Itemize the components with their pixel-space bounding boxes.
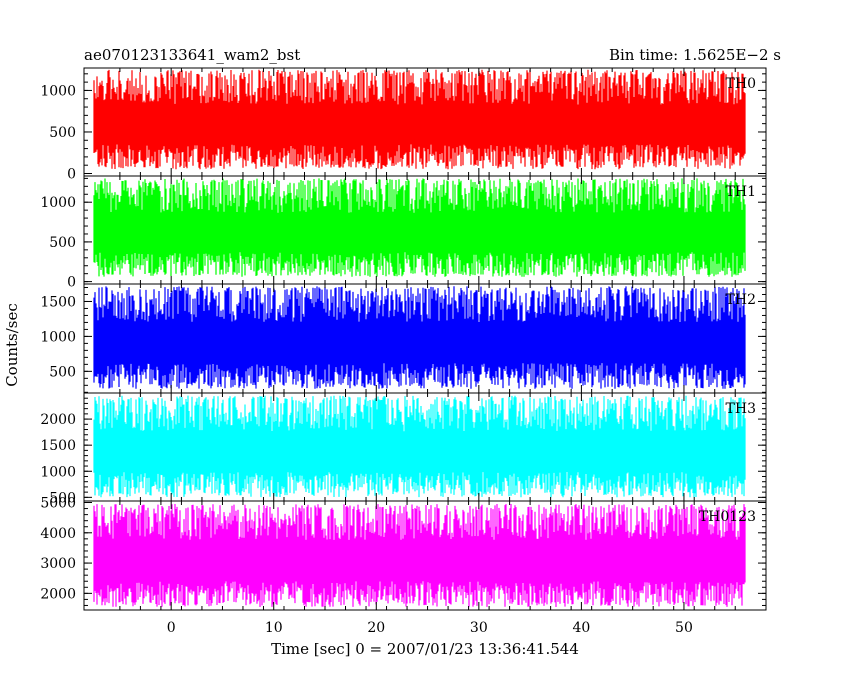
x-tick-label: 10: [265, 620, 283, 636]
panel-frame: [83, 500, 767, 611]
y-tick-label: 1000: [40, 195, 76, 211]
y-tick-label: 500: [49, 235, 76, 251]
series-th2: [93, 286, 746, 389]
series-th0123: [93, 504, 746, 607]
panel-th1: 0 500 1000 TH1: [40, 175, 767, 291]
panel-label-th2: TH2: [726, 292, 756, 308]
x-tick-label: 30: [470, 620, 488, 636]
y-tick-label: 500: [49, 125, 76, 141]
y-tick-label: 500: [49, 364, 76, 380]
x-axis-title: Time [sec] 0 = 2007/01/23 13:36:41.544: [271, 640, 579, 658]
y-tick-label: 2000: [40, 586, 76, 602]
x-tick-label: 40: [572, 620, 590, 636]
panel-th0123: 2000 3000 4000 5000 TH0123: [40, 496, 767, 611]
y-tick-label: 1000: [40, 329, 76, 345]
x-tick-label: 50: [675, 620, 693, 636]
x-tick-label: 0: [167, 620, 176, 636]
panel-label-th0123: TH0123: [699, 509, 756, 525]
panel-label-th3: TH3: [726, 401, 756, 417]
y-tick-label: 1000: [40, 464, 76, 480]
y-tick-label: 1500: [40, 438, 76, 454]
panel-th3: 500 1000 1500 2000 TH3: [40, 392, 767, 506]
panel-th2: 500 1000 1500 TH2: [40, 283, 767, 394]
panel-label-th1: TH1: [726, 184, 756, 200]
y-tick-label: 2000: [40, 412, 76, 428]
panels-group: 0 500 1000 TH0 0 500 1000 TH1 500 1000 1500 TH2 500 1…: [40, 67, 767, 611]
y-tick-label: 1000: [40, 83, 76, 99]
panel-label-th0: TH0: [726, 76, 756, 92]
y-tick-label: 0: [67, 275, 76, 291]
series-th3: [93, 395, 746, 498]
y-tick-label: 4000: [40, 526, 76, 542]
y-tick-label: 0: [67, 167, 76, 183]
panel-th0: 0 500 1000 TH0: [40, 67, 767, 183]
chart-title: ae070123133641_wam2_bst: [84, 46, 300, 64]
x-tick-label: 20: [367, 620, 385, 636]
series-th0: [93, 69, 746, 170]
y-tick-label: 5000: [40, 496, 76, 512]
y-tick-label: 1500: [40, 294, 76, 310]
series-th1: [93, 178, 746, 277]
x-axis: 0 10 20 30 40 50: [167, 620, 693, 636]
bin-time-label: Bin time: 1.5625E−2 s: [609, 46, 781, 64]
y-tick-label: 3000: [40, 556, 76, 572]
y-tick-label: 500: [49, 490, 76, 506]
y-axis-title: Counts/sec: [3, 303, 21, 387]
